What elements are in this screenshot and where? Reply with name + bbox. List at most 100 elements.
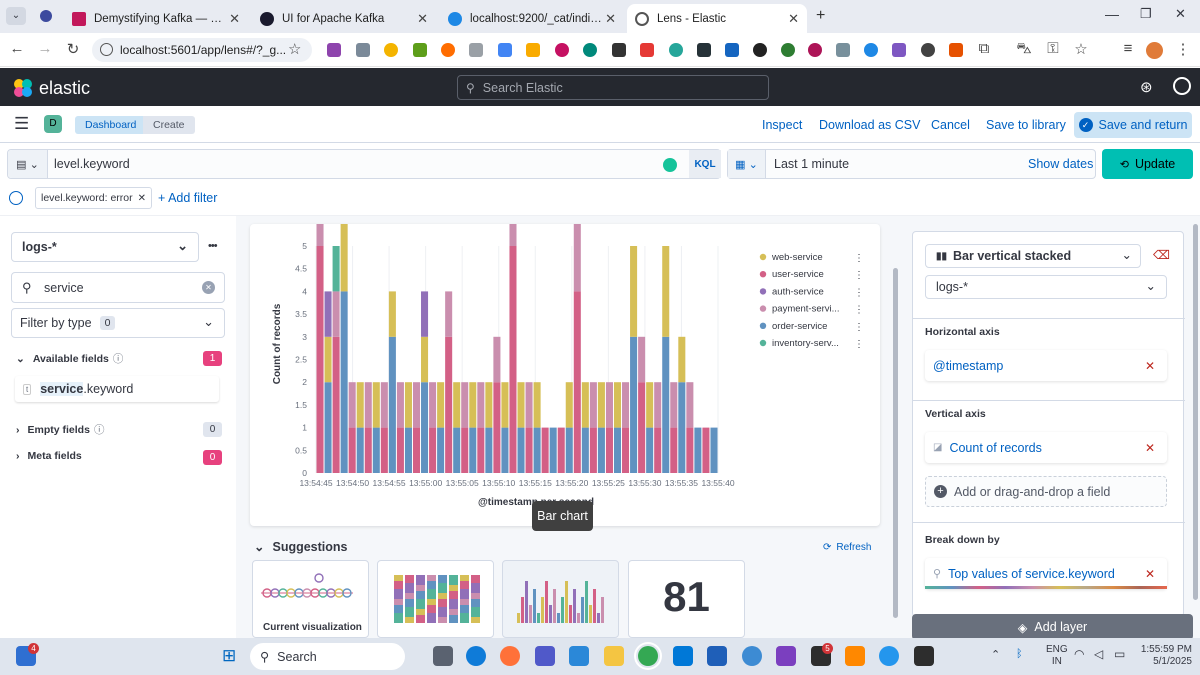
bar-segment[interactable] bbox=[324, 382, 332, 473]
break-down-dimension[interactable]: ⚲ Top values of service.keyword ✕ bbox=[925, 558, 1167, 589]
bar-segment[interactable] bbox=[485, 427, 493, 473]
bar-segment[interactable] bbox=[372, 382, 380, 428]
bar-segment[interactable] bbox=[404, 427, 412, 473]
forward-icon[interactable]: → bbox=[37, 40, 53, 57]
bar-segment[interactable] bbox=[356, 427, 364, 473]
legend-menu-icon[interactable]: ⋮ bbox=[854, 305, 864, 316]
bar-segment[interactable] bbox=[421, 291, 429, 337]
bar-segment[interactable] bbox=[686, 427, 694, 473]
bar-segment[interactable] bbox=[412, 427, 421, 473]
bar-segment[interactable] bbox=[501, 427, 509, 473]
bar-segment[interactable] bbox=[670, 427, 678, 473]
legend-item[interactable]: auth-service bbox=[772, 286, 824, 297]
bar-segment[interactable] bbox=[396, 382, 404, 428]
language-indicator[interactable]: ENG IN bbox=[1046, 644, 1068, 668]
chevron-up-icon[interactable]: ⌃ bbox=[991, 649, 1001, 661]
workspace-scrollbar[interactable] bbox=[893, 268, 898, 618]
close-icon[interactable]: ✕ bbox=[229, 10, 240, 26]
bar-segment[interactable] bbox=[678, 382, 686, 473]
available-fields-toggle[interactable]: ⌄ Available fields ⓘ bbox=[16, 351, 123, 366]
legend-item[interactable]: payment-servi... bbox=[772, 304, 840, 315]
calendar-icon[interactable]: ▦ ⌄ bbox=[728, 150, 766, 178]
vscode-icon[interactable] bbox=[673, 646, 693, 666]
bar-segment[interactable] bbox=[348, 427, 356, 473]
site-info-icon[interactable] bbox=[100, 43, 113, 56]
bar-segment[interactable] bbox=[485, 382, 493, 428]
bar-segment[interactable] bbox=[710, 427, 718, 473]
bar-segment[interactable] bbox=[678, 336, 686, 383]
close-icon[interactable]: ✕ bbox=[788, 10, 799, 26]
remove-icon[interactable]: ✕ bbox=[1144, 358, 1155, 373]
extension-icon[interactable] bbox=[892, 43, 906, 57]
maximize-button[interactable]: ❐ bbox=[1140, 6, 1152, 21]
bar-segment[interactable] bbox=[445, 336, 453, 473]
bar-segment[interactable] bbox=[421, 382, 429, 473]
remove-icon[interactable]: ✕ bbox=[1144, 440, 1155, 455]
legend-menu-icon[interactable]: ⋮ bbox=[854, 287, 864, 298]
save-to-library-button[interactable]: Save to library bbox=[986, 118, 1066, 132]
bar-segment[interactable] bbox=[613, 382, 622, 428]
bar-segment[interactable] bbox=[622, 382, 630, 428]
save-and-return-button[interactable]: ✓ Save and return bbox=[1074, 112, 1192, 138]
bar-segment[interactable] bbox=[332, 336, 340, 473]
extension-icon[interactable] bbox=[725, 43, 739, 57]
bar-segment[interactable] bbox=[605, 382, 613, 428]
clear-icon[interactable]: ✕ bbox=[202, 281, 215, 294]
bar-segment[interactable] bbox=[581, 427, 589, 473]
browser-tab-active[interactable]: Lens - Elastic ✕ bbox=[627, 4, 807, 33]
wifi-icon[interactable]: ◠ bbox=[1074, 647, 1085, 661]
add-filter-button[interactable]: + Add filter bbox=[158, 191, 218, 205]
more-options-icon[interactable]: ••• bbox=[208, 240, 218, 252]
battery-icon[interactable]: ▭ bbox=[1114, 647, 1126, 661]
clock[interactable]: 1:55:59 PM 5/1/2025 bbox=[1132, 644, 1192, 668]
file-explorer-icon[interactable] bbox=[604, 646, 624, 666]
bar-segment[interactable] bbox=[356, 382, 364, 428]
bar-segment[interactable] bbox=[412, 382, 421, 428]
legend-item[interactable]: order-service bbox=[772, 321, 827, 332]
bar-segment[interactable] bbox=[670, 382, 678, 428]
suggestions-toggle[interactable]: ⌄ Suggestions bbox=[254, 539, 348, 555]
teams-icon[interactable] bbox=[535, 646, 555, 666]
extension-icon[interactable] bbox=[697, 43, 711, 57]
bar-segment[interactable] bbox=[541, 427, 549, 473]
bar-segment[interactable] bbox=[461, 427, 469, 473]
extension-icon[interactable] bbox=[640, 43, 654, 57]
extension-icon[interactable] bbox=[669, 43, 683, 57]
bar-segment[interactable] bbox=[340, 200, 348, 292]
bar-segment[interactable] bbox=[533, 427, 541, 473]
bar-segment[interactable] bbox=[396, 427, 404, 473]
kql-language-toggle[interactable]: KQL bbox=[689, 150, 721, 178]
reload-icon[interactable]: ↻ bbox=[66, 41, 80, 58]
field-service-keyword[interactable]: t service .keyword bbox=[15, 376, 219, 402]
bar-segment[interactable] bbox=[340, 291, 348, 473]
add-field-dropzone[interactable]: + Add or drag-and-drop a field bbox=[925, 476, 1167, 507]
bar-segment[interactable] bbox=[437, 427, 445, 473]
legend-item[interactable]: user-service bbox=[772, 269, 824, 280]
bar-segment[interactable] bbox=[348, 382, 356, 428]
bar-segment[interactable] bbox=[453, 427, 461, 473]
suggestion-stacked-bar[interactable] bbox=[377, 560, 494, 638]
browser-menu-icon[interactable]: ⋮ bbox=[1175, 41, 1191, 58]
bar-segment[interactable] bbox=[565, 382, 573, 428]
bar-segment[interactable] bbox=[630, 336, 638, 473]
extension-icon[interactable] bbox=[949, 43, 963, 57]
bar-segment[interactable] bbox=[533, 382, 541, 428]
browser-tab[interactable]: UI for Apache Kafka ✕ bbox=[252, 4, 436, 33]
inspect-button[interactable]: Inspect bbox=[762, 118, 803, 132]
bar-segment[interactable] bbox=[638, 336, 646, 383]
bar-segment[interactable] bbox=[662, 336, 670, 473]
bar-segment[interactable] bbox=[549, 427, 557, 473]
bar-segment[interactable] bbox=[332, 246, 340, 292]
download-csv-button[interactable]: Download as CSV bbox=[819, 118, 921, 132]
chart-type-selector[interactable]: ▮▮ Bar vertical stacked ⌄ bbox=[925, 244, 1141, 268]
store-icon[interactable] bbox=[569, 646, 589, 666]
update-button[interactable]: ⟲ Update bbox=[1102, 149, 1193, 179]
close-icon[interactable]: ✕ bbox=[137, 192, 147, 204]
bar-segment[interactable] bbox=[509, 109, 517, 246]
bar-segment[interactable] bbox=[324, 291, 332, 337]
bar-segment[interactable] bbox=[332, 291, 340, 337]
bar-segment[interactable] bbox=[622, 427, 630, 473]
extension-icon[interactable] bbox=[781, 43, 795, 57]
cancel-button[interactable]: Cancel bbox=[931, 118, 970, 132]
bar-segment[interactable] bbox=[421, 336, 429, 383]
